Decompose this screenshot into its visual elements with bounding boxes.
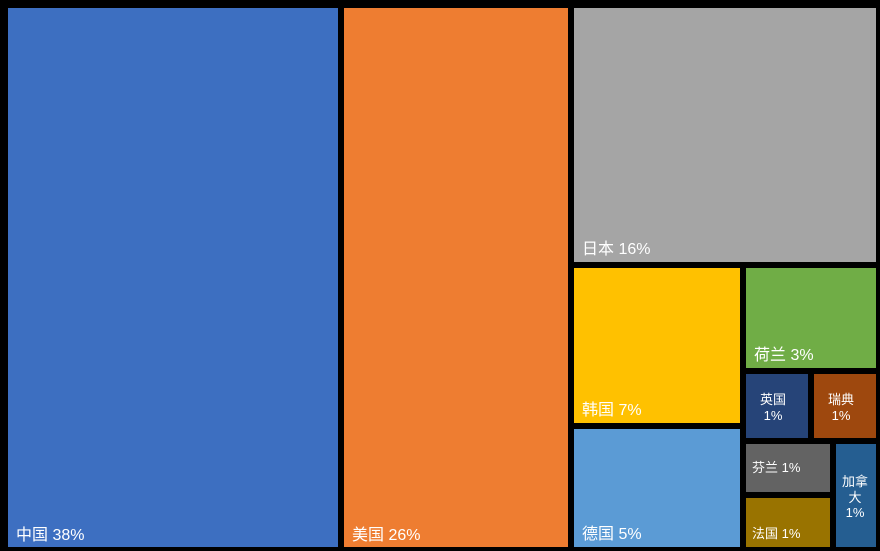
tile-label-uk: 英国1%	[760, 392, 786, 423]
tile-finland: 芬兰 1%	[744, 442, 832, 494]
tile-sweden: 瑞典1%	[812, 372, 878, 440]
tile-korea: 韩国 7%	[572, 266, 742, 425]
tile-label-germany: 德国 5%	[582, 525, 642, 544]
tile-china: 中国 38%	[6, 6, 340, 549]
tile-label-sweden: 瑞典1%	[828, 392, 854, 423]
tile-germany: 德国 5%	[572, 427, 742, 549]
tile-label-france: 法国 1%	[752, 526, 800, 542]
tile-label-korea: 韩国 7%	[582, 401, 642, 420]
treemap-chart: 中国 38% 美国 26% 日本 16% 韩国 7% 德国 5% 荷兰 3% 英国1% 瑞典1…	[0, 0, 880, 551]
tile-canada: 加拿大1%	[834, 442, 878, 549]
tile-france: 法国 1%	[744, 496, 832, 549]
tile-label-netherlands: 荷兰 3%	[754, 346, 814, 365]
tile-netherlands: 荷兰 3%	[744, 266, 878, 370]
tile-japan: 日本 16%	[572, 6, 878, 264]
tile-uk: 英国1%	[744, 372, 810, 440]
tile-label-canada: 加拿大1%	[842, 474, 868, 521]
tile-label-usa: 美国 26%	[352, 526, 420, 545]
tile-label-japan: 日本 16%	[582, 240, 650, 259]
tile-label-china: 中国 38%	[16, 526, 84, 545]
tile-usa: 美国 26%	[342, 6, 570, 549]
tile-label-finland: 芬兰 1%	[752, 460, 800, 476]
